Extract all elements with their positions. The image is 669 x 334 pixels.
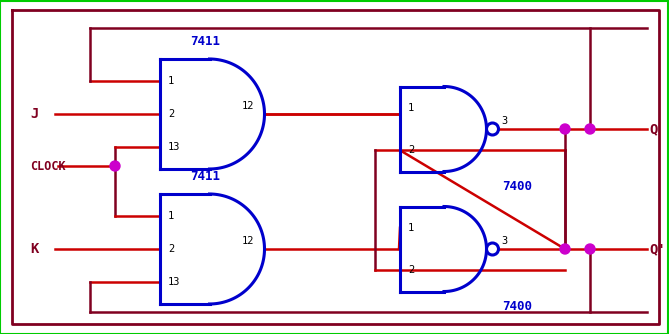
Text: 12: 12	[242, 236, 254, 246]
Text: 1: 1	[168, 76, 174, 86]
Text: 1: 1	[408, 103, 414, 113]
Text: 7400: 7400	[502, 180, 533, 193]
Text: 13: 13	[168, 277, 181, 287]
Text: 7400: 7400	[502, 300, 533, 313]
Text: Q': Q'	[649, 242, 666, 256]
Text: 1: 1	[168, 211, 174, 221]
Text: J: J	[30, 107, 38, 121]
Text: 3: 3	[502, 236, 508, 246]
Text: 12: 12	[242, 101, 254, 111]
Text: 13: 13	[168, 142, 181, 152]
Text: 2: 2	[168, 244, 174, 254]
Text: 2: 2	[408, 265, 414, 275]
Circle shape	[560, 244, 570, 254]
Text: 2: 2	[168, 109, 174, 119]
Text: 1: 1	[408, 223, 414, 233]
Text: 7411: 7411	[190, 34, 220, 47]
Circle shape	[585, 124, 595, 134]
Text: 7411: 7411	[190, 169, 220, 182]
Text: K: K	[30, 242, 38, 256]
Circle shape	[560, 124, 570, 134]
Text: CLOCK: CLOCK	[30, 160, 66, 172]
Text: 3: 3	[502, 116, 508, 126]
Text: Q: Q	[649, 122, 658, 136]
Circle shape	[585, 244, 595, 254]
Text: 2: 2	[408, 145, 414, 155]
Circle shape	[110, 161, 120, 171]
